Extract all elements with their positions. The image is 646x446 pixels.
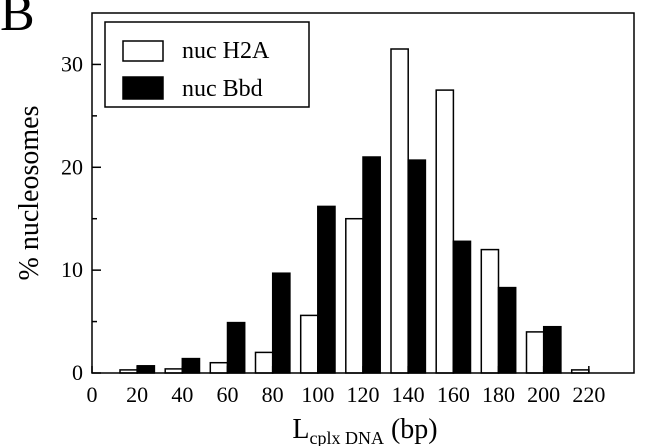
bar-nuc-h2a-140	[390, 48, 409, 374]
bar-nuc-bbd-120	[362, 156, 381, 374]
x-axis-label: Lcplx DNA (bp)	[292, 414, 437, 446]
y-tick-label: 10	[61, 257, 83, 282]
x-tick-label: 200	[527, 382, 560, 407]
bar-nuc-h2a-60	[209, 361, 229, 374]
panel-letter: B	[0, 0, 35, 42]
x-axis-label-main: L	[292, 414, 309, 445]
bars-group	[119, 48, 590, 374]
bar-nuc-h2a-180	[480, 248, 500, 374]
x-tick-label: 80	[262, 382, 284, 407]
bar-nuc-bbd-200	[542, 325, 562, 374]
bar-nuc-bbd-20	[136, 365, 156, 374]
x-tick-label: 220	[572, 382, 605, 407]
legend: nuc H2A nuc Bbd	[104, 21, 310, 108]
bar-nuc-h2a-80	[254, 351, 274, 374]
x-axis-label-subscript: cplx DNA	[309, 428, 384, 446]
y-tick-label: 20	[61, 154, 83, 179]
x-tick-label: 0	[87, 382, 98, 407]
x-tick-label: 160	[437, 382, 470, 407]
bar-nuc-h2a-120	[345, 217, 364, 374]
x-tick-label: 20	[126, 382, 148, 407]
x-tick-label: 120	[347, 382, 380, 407]
y-axis: 0 10 20 30	[61, 51, 101, 385]
x-tick-label: 40	[171, 382, 193, 407]
bar-nuc-bbd-100	[317, 205, 336, 374]
legend-label-nuc-h2a: nuc H2A	[182, 38, 270, 64]
y-axis-label: % nucleosomes	[14, 106, 45, 281]
bar-nuc-bbd-140	[407, 159, 427, 374]
legend-swatch-nuc-h2a	[122, 40, 164, 62]
x-tick-label: 60	[217, 382, 239, 407]
x-tick-label: 140	[392, 382, 425, 407]
bar-nuc-bbd-180	[497, 286, 517, 374]
bar-nuc-bbd-80	[271, 272, 291, 374]
bar-nuc-bbd-60	[226, 321, 246, 374]
bar-nuc-bbd-40	[181, 357, 201, 374]
x-tick-label: 180	[482, 382, 515, 407]
bar-nuc-h2a-100	[299, 314, 319, 374]
bar-nuc-h2a-160	[435, 89, 455, 374]
legend-swatch-nuc-bbd	[122, 76, 164, 100]
y-tick-label: 0	[72, 360, 83, 385]
bar-nuc-h2a-200	[525, 331, 545, 374]
bar-nuc-bbd-160	[452, 240, 472, 374]
x-axis-label-suffix: (bp)	[384, 414, 438, 445]
x-axis: 0 20 40 60 80 100 120 140 160 180 200 220	[87, 366, 605, 407]
y-tick-label: 30	[61, 51, 83, 76]
x-tick-label: 100	[301, 382, 334, 407]
legend-label-nuc-bbd: nuc Bbd	[182, 76, 263, 102]
